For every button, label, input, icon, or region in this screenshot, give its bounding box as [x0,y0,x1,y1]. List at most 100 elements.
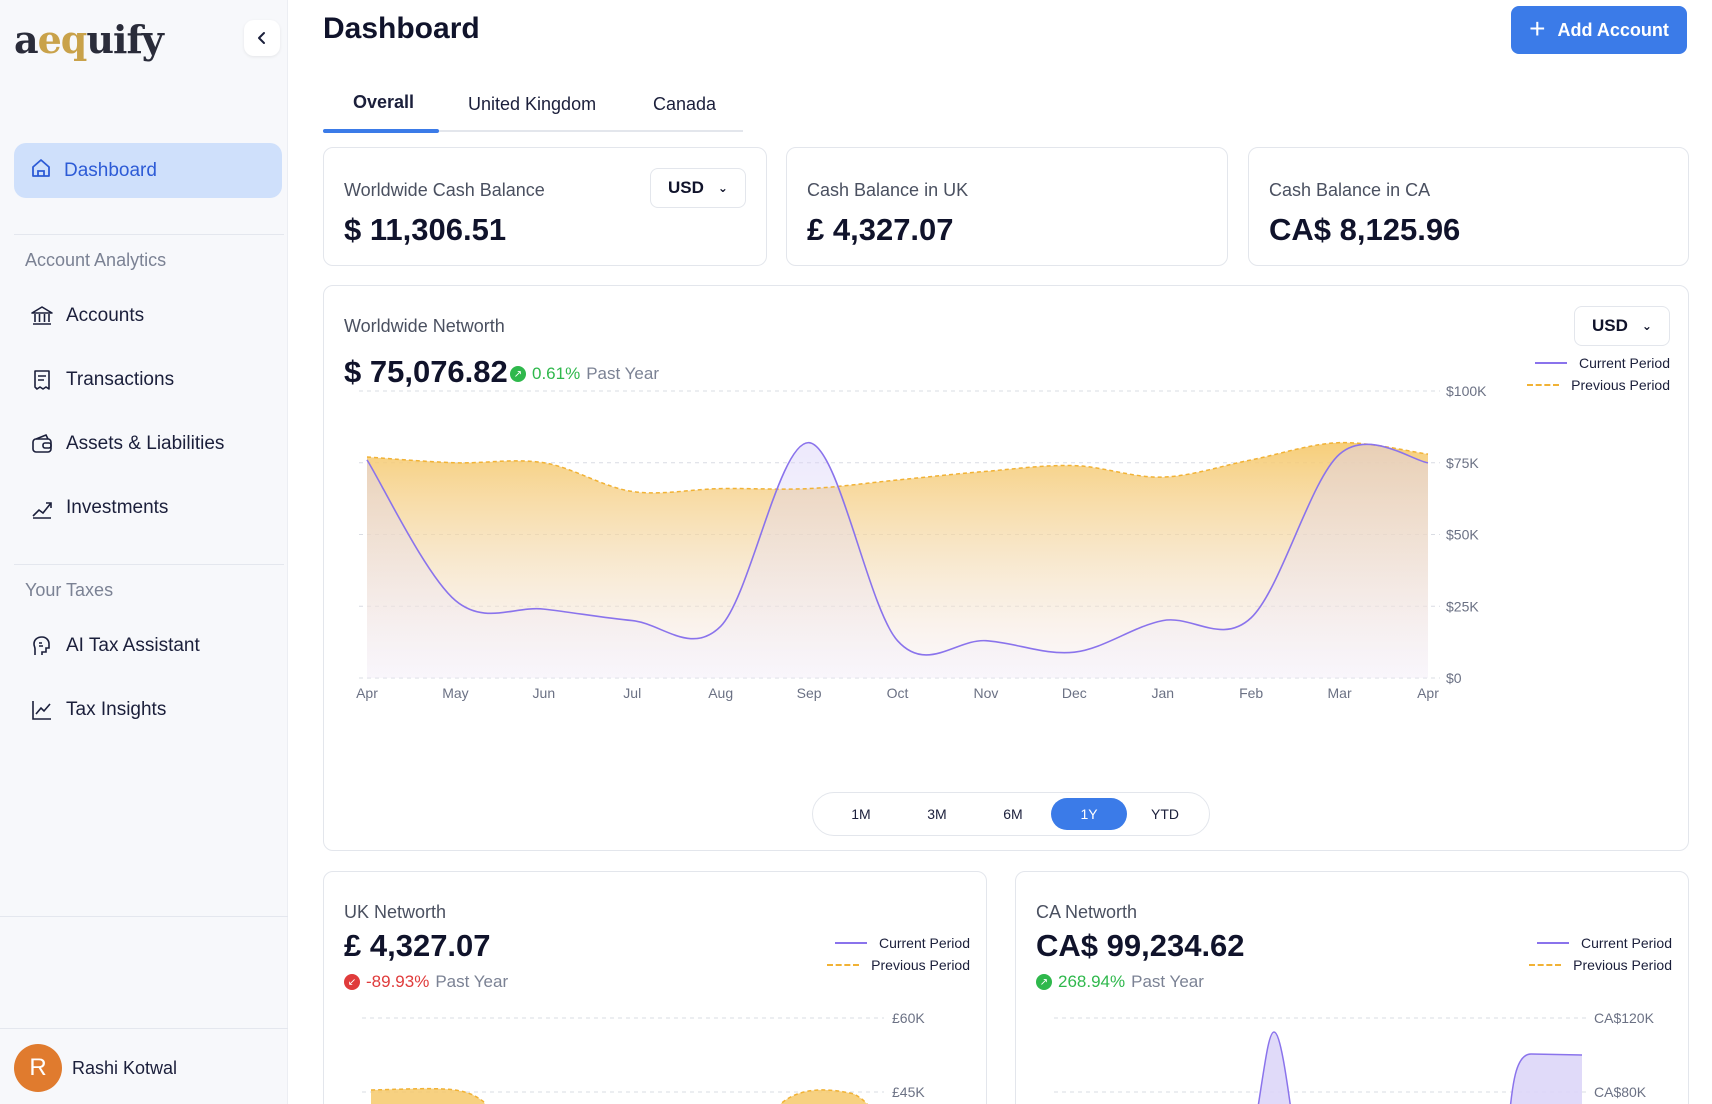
legend-current-swatch [834,942,867,944]
sidebar-item-label: AI Tax Assistant [66,635,200,656]
x-tick-label: Jan [1151,685,1174,701]
range-selector: 1M 3M 6M 1Y YTD [812,792,1210,836]
x-tick-label: Dec [1062,685,1087,701]
logo-mark: eq [37,17,88,62]
trend-down-icon: ↙ [344,974,360,990]
change-period: Past Year [586,364,659,383]
networth-change: ↗ 0.61% Past Year [510,364,659,384]
current-period-line [366,441,1429,656]
legend-current-label: Current Period [1578,355,1670,371]
card-label: Worldwide Networth [344,316,505,336]
range-1m[interactable]: 1M [851,806,871,822]
plus-icon: + [1529,12,1546,44]
uk-cash-card: Cash Balance in UK £ 4,327.07 [786,147,1228,266]
range-3m[interactable]: 3M [927,806,947,822]
card-value: £ 4,327.07 [807,212,954,247]
y-tick-label: CA$120K [1594,1010,1655,1026]
x-tick-label: Apr [356,685,378,701]
card-label: UK Networth [344,902,447,922]
legend-previous-swatch [1527,384,1560,386]
chart-legend: Current Period Previous Period [794,932,970,976]
line-chart-icon [28,696,56,724]
previous-period-line [370,1087,485,1103]
sidebar-divider [14,564,284,565]
legend-current-label: Current Period [1580,935,1672,951]
change-percent: 268.94% [1058,972,1126,991]
currency-select-value: USD [668,178,704,197]
worldwide-cash-card: Worldwide Cash Balance $ 11,306.51 USD ⌄ [323,147,767,266]
y-tick-label: $25K [1446,598,1479,614]
change-percent: -89.93% [366,972,430,991]
chevron-left-icon [258,32,265,44]
currency-select[interactable]: USD ⌄ [650,168,746,208]
chart-legend: Current Period Previous Period [1496,932,1672,976]
app-logo[interactable]: aequify [14,8,164,62]
card-label: Cash Balance in CA [1269,180,1431,200]
ai-brain-icon [28,632,56,660]
sidebar-divider [0,1028,288,1029]
networth-value: £ 4,327.07 [344,928,491,963]
chart-legend: Current Period Previous Period [1494,352,1670,396]
x-tick-label: Nov [973,685,998,701]
x-tick-label: Jul [623,685,641,701]
range-ytd[interactable]: YTD [1151,806,1179,822]
sidebar-item-label: Investments [66,497,169,518]
collapse-sidebar-button[interactable] [244,20,280,56]
logo-text-pre: a [14,17,39,62]
sidebar-item-tax-insights[interactable]: Tax Insights [28,690,166,730]
x-tick-label: May [442,685,468,701]
user-profile[interactable]: R Rashi Kotwal [14,1044,177,1092]
sidebar-item-assets-liabilities[interactable]: Assets & Liabilities [28,424,224,464]
card-label: CA Networth [1036,902,1138,922]
card-label: Worldwide Cash Balance [344,180,545,200]
x-tick-label: Sep [797,685,822,701]
sidebar-item-transactions[interactable]: Transactions [28,360,174,400]
sidebar-item-investments[interactable]: Investments [28,488,168,528]
add-account-button[interactable]: + Add Account [1511,6,1687,54]
sidebar-item-label: Accounts [66,305,145,326]
tab-united-kingdom[interactable]: United Kingdom [468,94,597,114]
legend-previous-swatch [1529,964,1562,966]
legend-previous-swatch [827,964,860,966]
card-value: CA$ 8,125.96 [1269,212,1461,247]
trend-up-icon: ↗ [510,366,526,382]
networth-chart: $0 $25K $50K $75K $100K Apr May Jun Jul Aug Sep Oct… [356,383,1487,701]
section-label-your-taxes: Your Taxes [25,580,114,600]
sidebar: aequify Dashboard Account Analytics Acco… [0,0,288,1104]
sidebar-item-accounts[interactable]: Accounts [28,296,144,336]
worldwide-networth-card: Worldwide Networth $ 75,076.82 ↗ 0.61% P… [323,285,1689,851]
networth-change: ↙ -89.93% Past Year [344,972,508,992]
legend-current-label: Current Period [878,935,970,951]
legend-previous-label: Previous Period [1573,957,1672,973]
ca-cash-card: Cash Balance in CA CA$ 8,125.96 [1248,147,1689,266]
x-tick-label: Jun [533,685,556,701]
sidebar-item-ai-tax-assistant[interactable]: AI Tax Assistant [28,626,200,666]
sidebar-item-dashboard[interactable]: Dashboard [14,143,282,198]
trend-up-icon: ↗ [1036,974,1052,990]
x-tick-label: Oct [887,685,909,701]
current-period-area [367,442,1428,678]
sidebar-item-label: Tax Insights [66,699,167,720]
legend-current-swatch [1536,942,1569,944]
currency-select[interactable]: USD ⌄ [1574,306,1670,346]
chevron-down-icon: ⌄ [717,181,728,195]
y-tick-label: $0 [1446,670,1462,686]
previous-period-line [366,441,1429,494]
y-tick-label: £45K [892,1084,925,1100]
card-label: Cash Balance in UK [807,180,969,200]
avatar: R [14,1044,62,1092]
section-label-account-analytics: Account Analytics [25,250,167,270]
tab-overall[interactable]: Overall [353,92,415,112]
growth-icon [28,494,56,522]
card-value: $ 11,306.51 [344,212,507,247]
x-tick-label: Aug [708,685,733,701]
range-6m[interactable]: 6M [1003,806,1023,822]
y-tick-label: $50K [1446,527,1479,543]
x-tick-label: Apr [1417,685,1439,701]
tab-canada[interactable]: Canada [653,94,717,114]
user-name: Rashi Kotwal [72,1057,178,1078]
current-period-line [1257,1031,1291,1104]
legend-current-swatch [1534,362,1567,364]
networth-change: ↗ 268.94% Past Year [1036,972,1204,992]
range-1y[interactable]: 1Y [1051,798,1127,830]
